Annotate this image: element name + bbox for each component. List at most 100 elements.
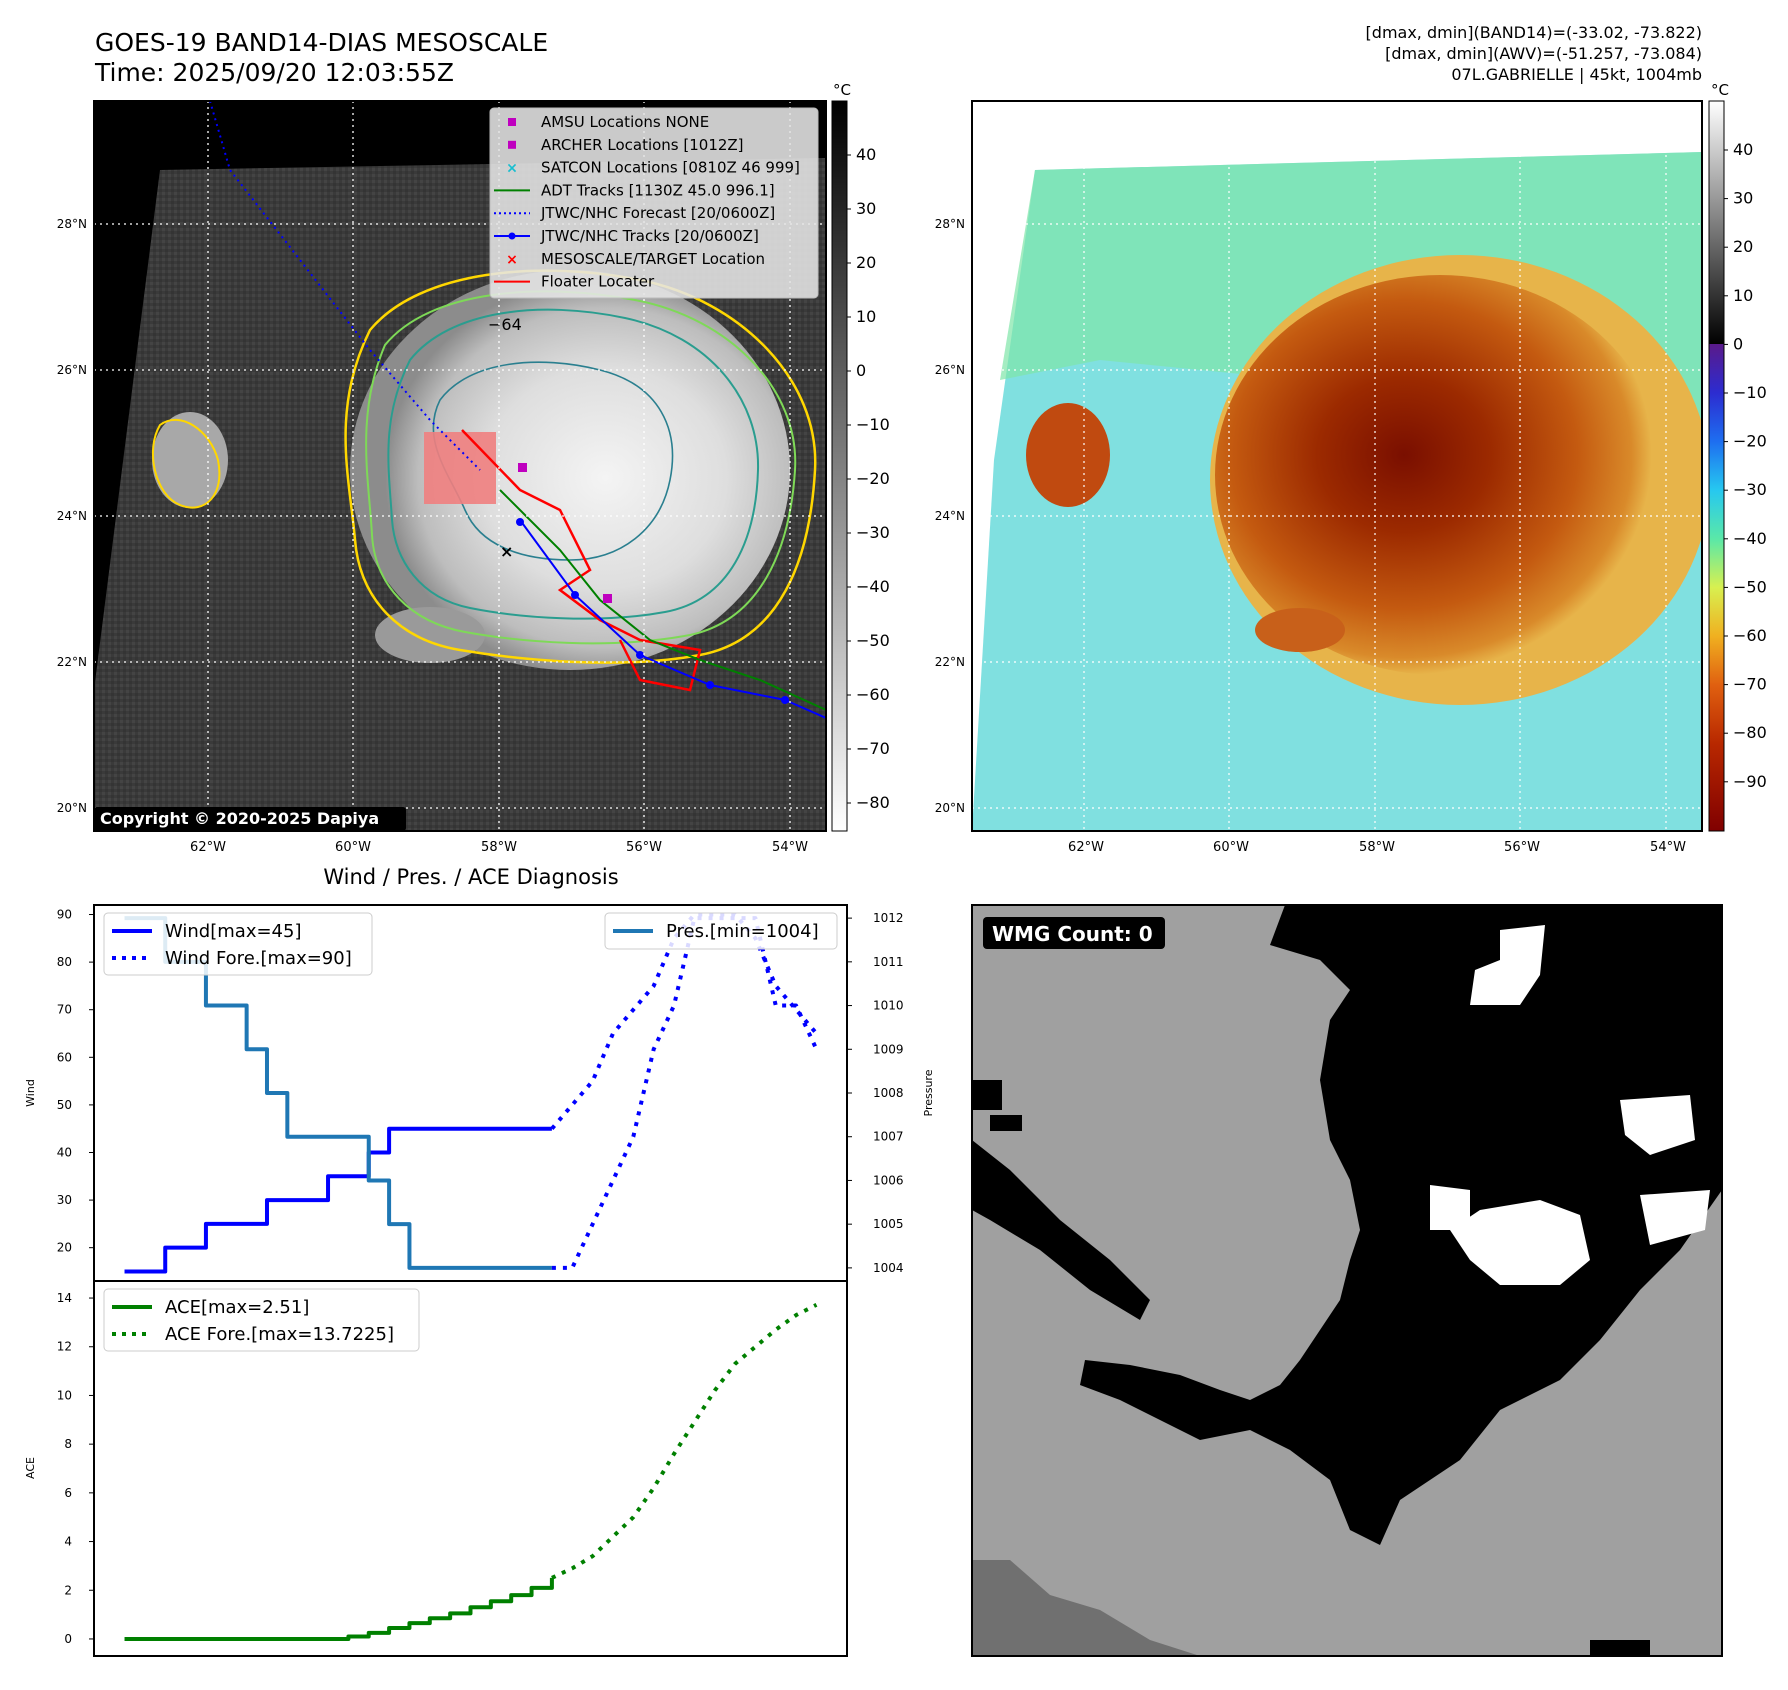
wmg-black-block — [1590, 1640, 1650, 1656]
legend-label: ADT Tracks [1130Z 45.0 996.1] — [541, 181, 775, 199]
ace-legend-box — [103, 1288, 420, 1352]
legend-marker-dot — [508, 232, 516, 240]
y-tick-label: 80 — [57, 955, 72, 969]
wmg-white-patch — [1620, 1095, 1695, 1155]
gray-colorbar-tick-label: −80 — [856, 793, 890, 812]
gray-colorbar: °C 40 30 20 10 0 −10 −20 −30 −40 −50 −60 −70 −80 — [831, 81, 890, 832]
wmg-white-patch — [1640, 1190, 1710, 1245]
gray-colorbar-tick-label: −40 — [856, 577, 890, 596]
map-legend: AMSU Locations NONE ARCHER Locations [101… — [489, 107, 819, 299]
color-colorbar-tick-label: 20 — [1733, 237, 1753, 256]
gray-colorbar-tick-label: 40 — [856, 145, 876, 164]
lon-tick-label: 58°W — [1359, 840, 1395, 855]
contour-green — [365, 290, 797, 645]
wmg-white-patch — [1430, 1185, 1470, 1230]
target-x-marker: × — [500, 542, 513, 561]
lon-tick-label: 62°W — [190, 840, 226, 855]
y2-tick-label: 1010 — [873, 999, 904, 1013]
y-tick-label: 2 — [64, 1583, 72, 1597]
gray-colorbar-tick-label: −60 — [856, 685, 890, 704]
info-storm: 07L.GABRIELLE | 45kt, 1004mb — [1451, 65, 1702, 84]
lat-tick-label: 20°N — [57, 801, 87, 815]
ace-chart: 0 2 4 6 8 10 12 14 ACE ACE[max=2.51] ACE Fore.[… — [24, 1280, 848, 1657]
wind-axis-label: Wind — [24, 1079, 37, 1107]
wmg-black-block — [972, 1080, 1002, 1110]
y-tick-label: 20 — [57, 1241, 72, 1255]
lat-tick-label: 26°N — [57, 363, 87, 377]
y-tick-label: 12 — [57, 1340, 72, 1354]
color-colorbar-tick-label: −30 — [1733, 480, 1767, 499]
diagnosis-title: Wind / Pres. / ACE Diagnosis — [323, 865, 618, 889]
color-colorbar-tick-label: 40 — [1733, 140, 1753, 159]
y-tick-label: 14 — [57, 1291, 72, 1305]
color-colorbar-tick-label: 10 — [1733, 286, 1753, 305]
y2-tick-label: 1012 — [873, 911, 904, 925]
color-colorbar-lower — [1709, 344, 1724, 831]
lat-tick-label: 28°N — [57, 217, 87, 231]
ir-map-panel: −64 × — [57, 100, 827, 855]
lon-tick-label: 58°W — [481, 840, 517, 855]
adt-track — [499, 489, 826, 711]
color-colorbar-frame — [1708, 100, 1725, 832]
lat-tick-label: 26°N — [935, 363, 965, 377]
forecast-track — [209, 101, 481, 471]
color-colorbar-unit: °C — [1711, 81, 1729, 99]
gray-colorbar-tick-label: 0 — [856, 361, 866, 380]
cloud-west-color — [1026, 403, 1110, 507]
legend-label: JTWC/NHC Tracks [20/0600Z] — [540, 227, 759, 245]
figure-title: GOES-19 BAND14-DIAS MESOSCALE — [95, 28, 548, 57]
y-tick-label: 70 — [57, 1003, 72, 1017]
map1-frame — [93, 100, 827, 832]
y-tick-label: 6 — [64, 1486, 72, 1500]
lat-tick-label: 20°N — [935, 801, 965, 815]
legend-label: SATCON Locations [0810Z 46 999] — [541, 159, 800, 177]
y-tick-label: 90 — [57, 908, 72, 922]
color-colorbar-tick-label: 0 — [1733, 334, 1743, 353]
storm-cloud-color — [1215, 275, 1665, 675]
y-tick-label: 40 — [57, 1145, 72, 1159]
wmg-label-box — [983, 917, 1165, 949]
y2-tick-label: 1008 — [873, 1086, 904, 1100]
lon-tick-label: 56°W — [626, 840, 662, 855]
y-tick-label: 0 — [64, 1632, 72, 1646]
gray-colorbar-tick-label: −30 — [856, 523, 890, 542]
ace-fore-legend-label: ACE Fore.[max=13.7225] — [165, 1324, 394, 1345]
legend-label: ARCHER Locations [1012Z] — [541, 136, 744, 154]
wmg-white-patch — [1470, 925, 1545, 1005]
y-tick-label: 8 — [64, 1437, 72, 1451]
info-awv: [dmax, dmin](AWV)=(-51.257, -73.084) — [1385, 44, 1702, 63]
y2-tick-label: 1007 — [873, 1130, 904, 1144]
lon-tick-label: 60°W — [335, 840, 371, 855]
wind-legend-label: Wind[max=45] — [165, 921, 302, 942]
info-band14: [dmax, dmin](BAND14)=(-33.02, -73.822) — [1366, 23, 1702, 42]
color-colorbar: °C 40 30 20 10 0 −10 −20 −30 −40 −50 −60 −70 −80 −90 — [1708, 81, 1767, 832]
track-point — [636, 651, 644, 659]
gray-colorbar-tick-label: 30 — [856, 199, 876, 218]
wmg-black-block — [990, 1115, 1022, 1131]
wmg-black-band-west — [972, 1140, 1150, 1320]
y2-tick-label: 1011 — [873, 955, 904, 969]
map2-grid — [972, 101, 1702, 831]
ace-legend-label: ACE[max=2.51] — [165, 1297, 309, 1318]
color-map-panel: 62°W 60°W 58°W 56°W 54°W 28°N 26°N 24°N 22°N 20°N — [935, 100, 1703, 855]
gray-colorbar-tick-label: −10 — [856, 415, 890, 434]
cloud-south-color — [1255, 608, 1345, 652]
color-colorbar-tick-label: −10 — [1733, 383, 1767, 402]
pressure-axis-label: Pressure — [922, 1069, 935, 1116]
lon-tick-label: 62°W — [1068, 840, 1104, 855]
color-colorbar-tick-label: −50 — [1733, 577, 1767, 596]
cloud-west — [152, 412, 228, 508]
mesoscale-target-box — [424, 432, 496, 504]
legend-label: AMSU Locations NONE — [541, 113, 709, 131]
wind-pressure-chart: 20 30 40 50 60 70 80 90 1004 1005 1006 1007 1008 1009… — [24, 904, 935, 1282]
copyright-text: Copyright © 2020-2025 Dapiya — [100, 809, 379, 828]
legend-marker — [508, 118, 516, 126]
gray-colorbar-tick-label: −50 — [856, 631, 890, 650]
y2-tick-label: 1004 — [873, 1261, 904, 1275]
cloud-south — [375, 607, 485, 663]
legend-label: MESOSCALE/TARGET Location — [541, 250, 765, 268]
wmg-gray-dark-region — [972, 1560, 1200, 1656]
lat-tick-label: 24°N — [935, 509, 965, 523]
gray-colorbar-tick-label: −70 — [856, 739, 890, 758]
